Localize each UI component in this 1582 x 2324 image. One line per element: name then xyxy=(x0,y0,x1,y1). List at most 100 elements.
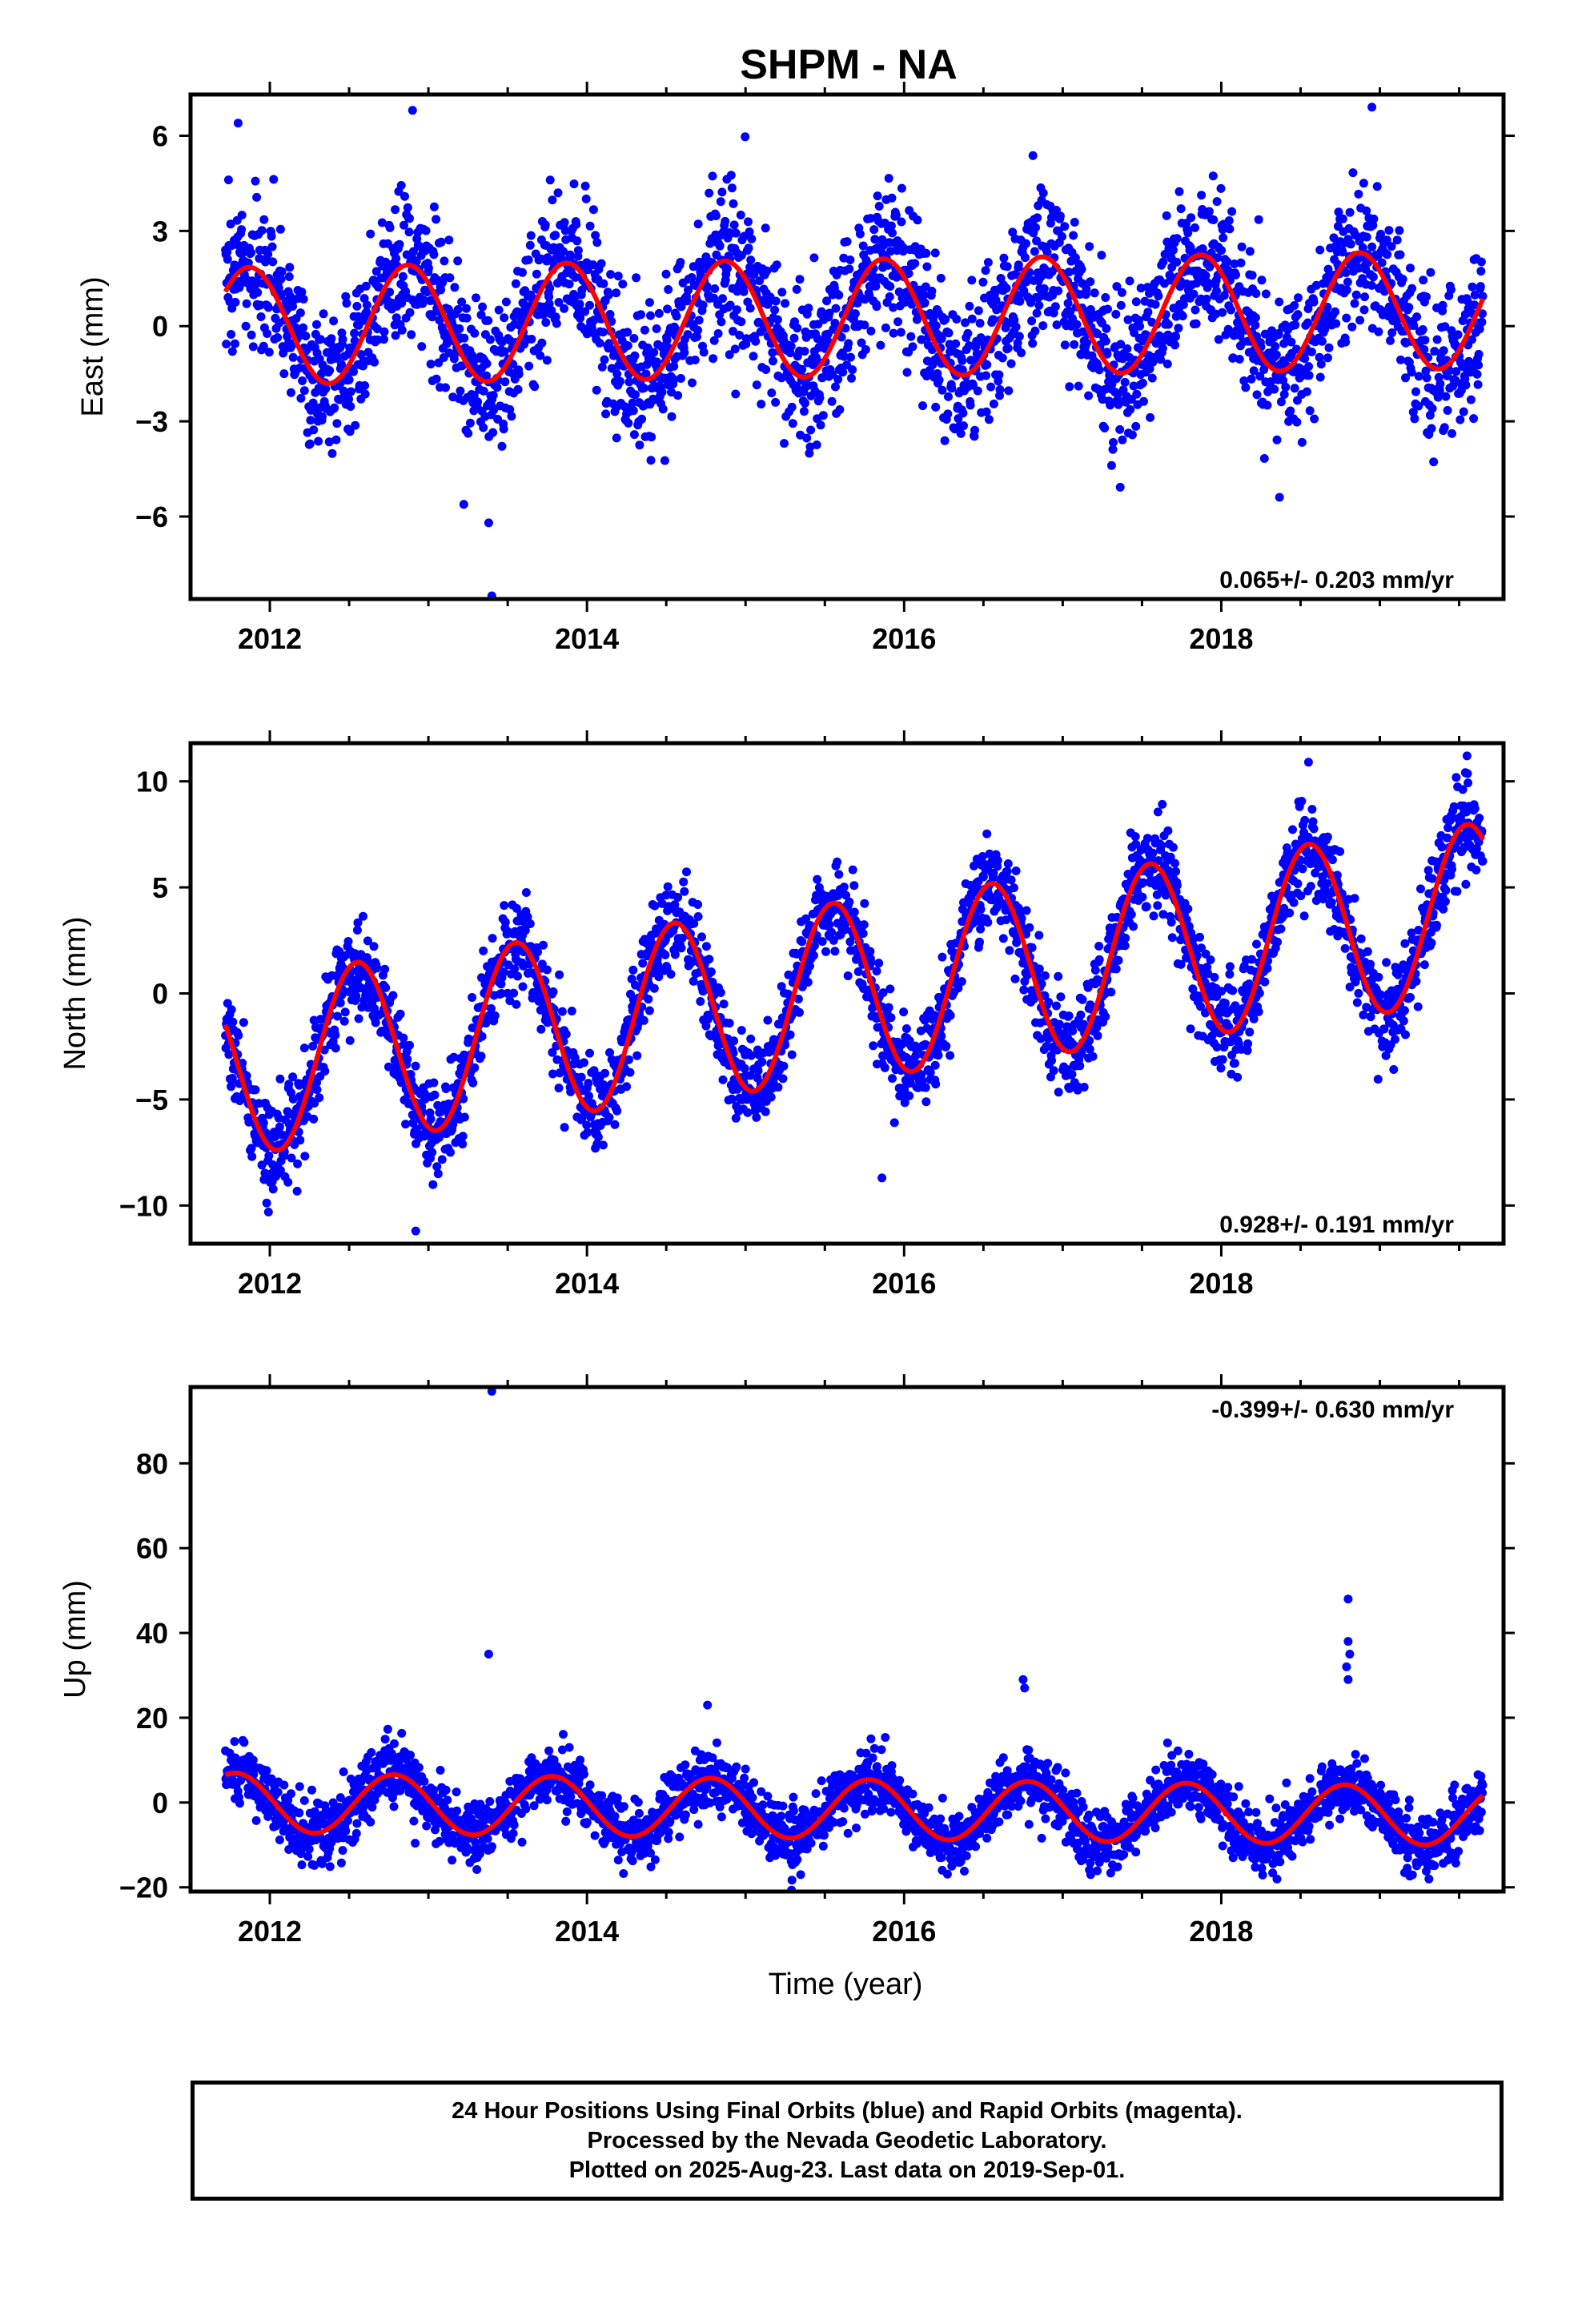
data-point xyxy=(592,385,601,395)
data-point xyxy=(936,273,946,283)
data-point xyxy=(458,1132,468,1141)
data-point xyxy=(588,205,598,215)
data-point xyxy=(1050,302,1060,312)
data-point xyxy=(1149,911,1158,921)
data-point xyxy=(456,386,465,396)
data-point xyxy=(319,309,328,319)
data-point xyxy=(411,1061,420,1071)
outlier-point xyxy=(233,119,243,128)
data-point xyxy=(1203,963,1212,972)
data-point xyxy=(1302,387,1311,396)
data-point xyxy=(1407,368,1416,377)
data-point xyxy=(1245,247,1255,256)
data-point xyxy=(1214,335,1223,344)
data-point xyxy=(1138,878,1148,887)
data-point xyxy=(518,267,527,277)
data-point xyxy=(956,428,966,438)
data-point xyxy=(815,393,825,403)
data-point xyxy=(1315,352,1324,362)
data-point xyxy=(1120,377,1130,387)
data-point xyxy=(400,191,409,201)
data-point xyxy=(1183,904,1193,914)
data-point xyxy=(228,1017,238,1027)
data-point xyxy=(1191,319,1201,328)
data-point xyxy=(1466,395,1476,404)
data-point xyxy=(318,412,327,421)
data-point xyxy=(1011,322,1021,332)
data-point xyxy=(576,1072,586,1082)
data-point xyxy=(488,428,498,437)
data-point xyxy=(1443,406,1452,415)
data-point xyxy=(405,214,414,223)
data-point xyxy=(886,221,896,231)
data-point xyxy=(432,215,441,224)
data-point xyxy=(1105,371,1114,380)
data-point xyxy=(624,377,634,387)
data-point xyxy=(591,231,600,240)
data-point xyxy=(518,982,528,991)
data-point xyxy=(251,176,260,186)
data-point xyxy=(1367,242,1377,251)
data-point xyxy=(1338,214,1347,223)
data-point xyxy=(873,191,882,201)
data-point xyxy=(308,1041,318,1051)
data-point xyxy=(958,408,968,418)
data-point xyxy=(1163,320,1173,329)
data-point xyxy=(931,1080,941,1089)
data-point xyxy=(441,383,450,392)
data-point xyxy=(717,187,727,197)
data-point xyxy=(1239,376,1249,385)
data-point xyxy=(813,875,822,884)
data-point xyxy=(599,279,608,288)
data-point xyxy=(1085,1035,1094,1045)
data-point xyxy=(1401,373,1410,383)
data-point xyxy=(1407,283,1417,293)
data-point xyxy=(905,1091,914,1100)
data-point xyxy=(1342,285,1351,295)
data-point xyxy=(1406,263,1415,273)
data-point xyxy=(876,340,885,350)
data-point xyxy=(777,287,787,297)
data-point xyxy=(460,1050,469,1059)
data-point xyxy=(487,1003,496,1013)
data-point xyxy=(705,955,714,964)
data-point xyxy=(917,335,926,344)
data-point xyxy=(1022,906,1031,915)
data-point xyxy=(1368,272,1378,282)
data-point xyxy=(1294,293,1303,303)
data-point xyxy=(1082,284,1091,294)
data-point xyxy=(951,339,961,348)
data-point xyxy=(227,330,236,339)
data-point xyxy=(1300,354,1310,364)
data-point xyxy=(731,228,741,238)
data-point xyxy=(1137,857,1146,866)
data-point xyxy=(1354,189,1363,199)
data-point xyxy=(978,872,988,882)
data-point xyxy=(1227,305,1235,315)
data-point xyxy=(761,365,771,374)
data-point xyxy=(1225,970,1235,979)
data-point xyxy=(391,331,400,340)
data-point xyxy=(1241,383,1251,392)
data-point xyxy=(231,339,239,348)
data-point xyxy=(649,983,659,993)
data-point xyxy=(346,387,355,396)
data-point xyxy=(548,1047,557,1057)
data-point xyxy=(1115,424,1125,434)
data-point xyxy=(1176,204,1186,214)
data-point xyxy=(1212,1043,1222,1051)
data-point xyxy=(744,243,753,253)
data-point xyxy=(379,335,388,344)
data-point xyxy=(745,304,755,313)
data-point xyxy=(787,402,797,412)
data-point xyxy=(1002,915,1011,925)
data-point xyxy=(995,385,1005,394)
data-point xyxy=(333,352,342,362)
data-point xyxy=(1131,839,1141,849)
data-point xyxy=(982,829,992,838)
data-point xyxy=(889,303,898,312)
data-point xyxy=(809,941,819,951)
data-point xyxy=(419,296,428,305)
data-point xyxy=(647,432,656,442)
data-point xyxy=(616,376,624,386)
